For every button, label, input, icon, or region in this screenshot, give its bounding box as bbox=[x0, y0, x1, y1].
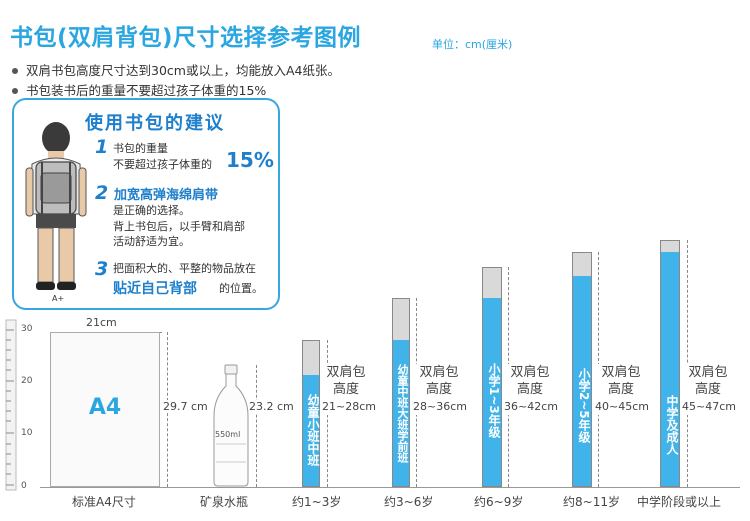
bag-age-group: 幼童小班中班 bbox=[306, 394, 320, 466]
tip3-line1: 把面积大的、平整的物品放在 bbox=[113, 262, 256, 275]
tip-number: 2 bbox=[95, 182, 109, 204]
bag-height-label: 双肩包 高度 40~45cm bbox=[595, 364, 649, 415]
tip2-line1: 是正确的选择。 bbox=[113, 204, 190, 217]
bag-bar-fill bbox=[483, 298, 501, 486]
bag-age-group: 幼童中班大班学前班 bbox=[396, 363, 409, 463]
bag-age-caption: 中学阶段或以上 bbox=[637, 495, 722, 509]
scale-tick-label: 0 bbox=[21, 481, 27, 491]
a4-width-label: 21cm bbox=[86, 316, 117, 329]
tip1-line2: 不要超过孩子体重的 bbox=[113, 158, 212, 171]
a4-height-label: 29.7 cm bbox=[163, 400, 208, 413]
bottle-volume: 550ml bbox=[215, 430, 241, 439]
bullet-note: 双肩书包高度尺寸达到30cm或以上，均能放入A4纸张。 bbox=[12, 60, 340, 79]
scale-tick-label: 10 bbox=[21, 428, 33, 438]
tip3-strong: 贴近自己背部 bbox=[113, 281, 197, 297]
tip2-line3: 活动舒适为宜。 bbox=[113, 235, 190, 248]
child-backpack-illustration bbox=[25, 122, 87, 290]
a4-label: A4 bbox=[88, 395, 122, 420]
a4-caption: 标准A4尺寸 bbox=[72, 495, 136, 509]
bottle-height-label: 23.2 cm bbox=[249, 400, 294, 413]
bag-age-caption: 约6~9岁 bbox=[474, 495, 524, 509]
bottle-caption: 矿泉水瓶 bbox=[200, 495, 249, 509]
page-title: 书包(双肩背包)尺寸选择参考图例 bbox=[10, 25, 362, 51]
bag-age-group: 小学2~5年级 bbox=[577, 367, 591, 443]
bag-age-group: 中学及成人 bbox=[665, 395, 679, 455]
tip2-line2: 背上书包后，以手臂和肩部 bbox=[113, 220, 245, 233]
bag-age-caption: 约8~11岁 bbox=[563, 495, 620, 509]
advice-title: 使用书包的建议 bbox=[85, 113, 225, 134]
bag-bar-fill bbox=[393, 340, 409, 486]
tip-number: 3 bbox=[95, 258, 109, 280]
bag-bar-fill bbox=[573, 276, 591, 486]
scale-tick-label: 20 bbox=[21, 376, 33, 386]
figure-label: A+ bbox=[52, 294, 65, 303]
bullet-dot-icon bbox=[12, 87, 18, 94]
bag-age-group: 小学1~3年级 bbox=[487, 362, 501, 438]
bag-height-label: 双肩包 高度 45~47cm bbox=[682, 364, 736, 415]
bag-height-line bbox=[687, 240, 688, 487]
baseline bbox=[40, 487, 740, 488]
bullet-note: 书包装书后的重量不要超过孩子体重的15% bbox=[12, 80, 266, 99]
unit-note: 单位：cm(厘米) bbox=[432, 38, 513, 51]
bag-age-caption: 约1~3岁 bbox=[292, 495, 342, 509]
tip1-line1: 书包的重量 bbox=[113, 142, 168, 155]
bullet-dot-icon bbox=[12, 67, 18, 74]
a4-sheet bbox=[50, 332, 160, 487]
tip2-headline: 加宽高弹海绵肩带 bbox=[114, 188, 219, 203]
bottle-height-line bbox=[256, 365, 257, 487]
tip1-percent: 15% bbox=[226, 148, 274, 172]
bag-height-label: 双肩包 高度 28~36cm bbox=[413, 364, 467, 415]
tip-number: 1 bbox=[95, 136, 109, 158]
bag-height-label: 双肩包 高度 36~42cm bbox=[504, 364, 558, 415]
bag-bar-fill bbox=[303, 375, 319, 486]
tip3-line2: 的位置。 bbox=[219, 282, 263, 295]
scale-tick-label: 30 bbox=[21, 324, 33, 334]
bag-bar-fill bbox=[661, 252, 679, 486]
water-bottle-icon bbox=[213, 364, 249, 487]
bag-height-label: 双肩包 高度 21~28cm bbox=[322, 364, 376, 415]
scale-ruler bbox=[5, 319, 17, 491]
bag-age-caption: 约3~6岁 bbox=[384, 495, 434, 509]
